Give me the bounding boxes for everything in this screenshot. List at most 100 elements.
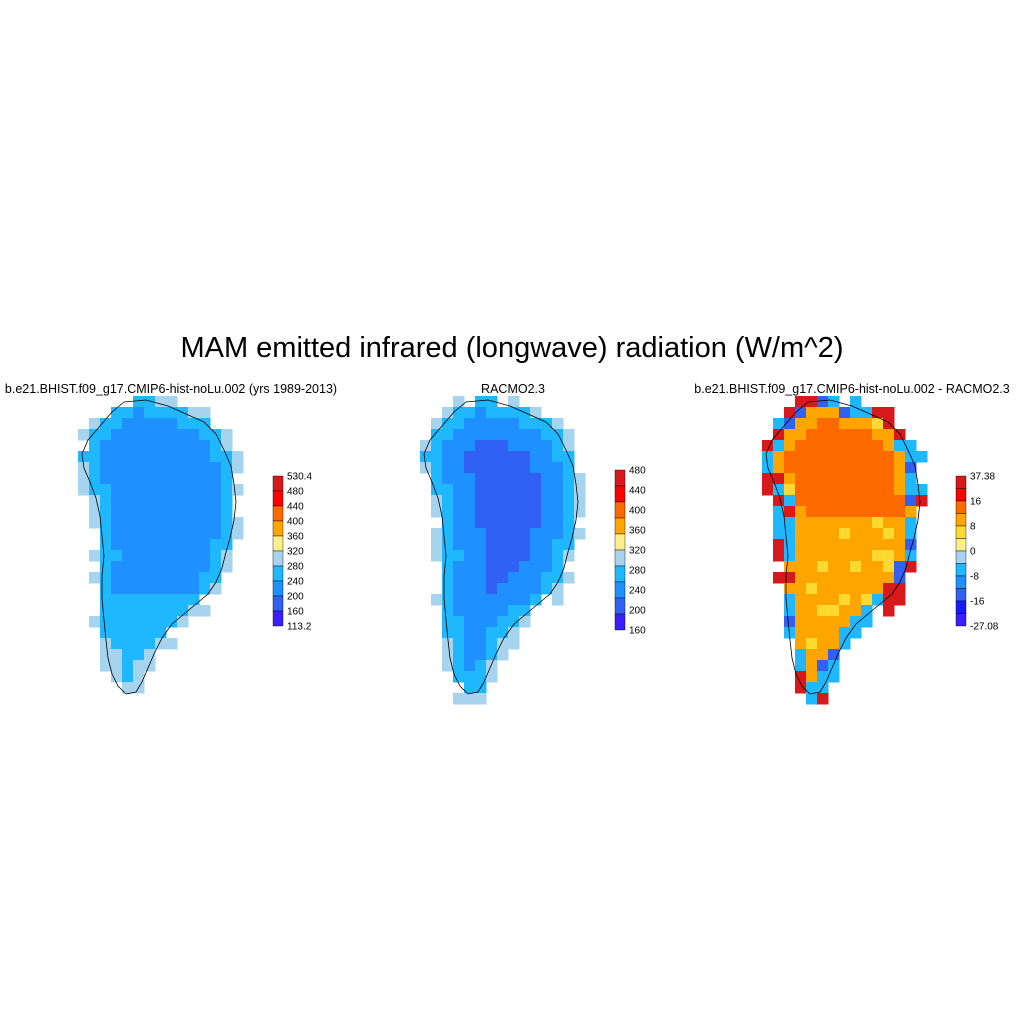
panel-2-title: RACMO2.3 (481, 382, 545, 396)
map-2-cell (453, 418, 465, 430)
map-3-cell (828, 671, 840, 683)
map-3-cell (817, 583, 829, 595)
map-2-cell (453, 638, 465, 650)
map-2-cell (530, 506, 542, 518)
map-2-cell (530, 484, 542, 496)
map-2-cell (574, 506, 586, 518)
map-3-cell (828, 638, 840, 650)
map-3-cell (872, 407, 884, 419)
map-3-cell (905, 517, 917, 529)
map-2-cell (442, 517, 454, 529)
map-2-cell (486, 627, 498, 639)
map-3-cell (850, 539, 862, 551)
map-3-cell (795, 616, 807, 628)
map-1-cell (199, 451, 211, 463)
map-1-cell (221, 473, 233, 485)
map-3-cell (817, 550, 829, 562)
map-1-cell (133, 627, 145, 639)
map-1-cell (122, 627, 134, 639)
map-1-cell (133, 583, 145, 595)
map-1-cell (199, 561, 211, 573)
map-1-cell (166, 407, 178, 419)
map-3-cell (784, 616, 796, 628)
map-1-cell (177, 462, 189, 474)
map-3-cell (883, 572, 895, 584)
map-3-cell (850, 572, 862, 584)
map-2-cell (453, 649, 465, 661)
map-2-cell (508, 396, 520, 408)
colorbar-segment (614, 485, 626, 503)
map-1-cell (166, 396, 178, 408)
map-3-cell (795, 583, 807, 595)
map-1-cell (100, 627, 112, 639)
map-3-cell (773, 539, 785, 551)
map-1-cell (166, 462, 178, 474)
map-3-cell (795, 473, 807, 485)
map-2-cell (486, 429, 498, 441)
map-1-cell (133, 473, 145, 485)
map-3-cell (817, 539, 829, 551)
map-2-cell (464, 594, 476, 606)
map-3-cell (795, 451, 807, 463)
map-2-cell (475, 517, 487, 529)
colorbar-segment (272, 535, 284, 552)
map-2-cell (574, 495, 586, 507)
colorbar-tick-label: 440 (629, 486, 646, 497)
map-3-cell (828, 649, 840, 661)
map-3-cell (795, 528, 807, 540)
map-3-cell (784, 407, 796, 419)
panel-3-map (762, 396, 928, 705)
map-2-cell (552, 462, 564, 474)
map-2-cell (552, 473, 564, 485)
map-3-cell (817, 484, 829, 496)
map-3-cell (872, 506, 884, 518)
map-3-cell (883, 583, 895, 595)
map-1-cell (100, 462, 112, 474)
map-2-cell (442, 539, 454, 551)
map-2-cell (541, 429, 553, 441)
map-3-cell (828, 583, 840, 595)
map-3-cell (762, 484, 774, 496)
map-1-cell (210, 517, 222, 529)
map-1-cell (155, 627, 167, 639)
map-3-cell (795, 462, 807, 474)
map-1-cell (133, 671, 145, 683)
map-3-cell (806, 627, 818, 639)
map-1-cell (89, 616, 101, 628)
map-1-cell (155, 572, 167, 584)
map-1-cell (111, 572, 123, 584)
map-1-cell (177, 539, 189, 551)
map-2-cell (530, 594, 542, 606)
map-2-cell (519, 605, 531, 617)
map-3-cell (795, 572, 807, 584)
map-3-cell (883, 484, 895, 496)
map-2-cell (574, 484, 586, 496)
map-2-cell (464, 539, 476, 551)
map-3-cell (861, 605, 873, 617)
colorbar-segment (614, 469, 626, 487)
map-2-cell (442, 462, 454, 474)
map-3-cell (905, 462, 917, 474)
map-1-cell (221, 495, 233, 507)
map-3-cell (839, 572, 851, 584)
colorbar-segment (614, 597, 626, 615)
map-1-cell (177, 440, 189, 452)
colorbar-tick-label: 16 (970, 497, 982, 508)
map-2-cell (486, 583, 498, 595)
map-3-cell (905, 506, 917, 518)
map-3-cell (905, 561, 917, 573)
map-1-cell (188, 528, 200, 540)
map-2-cell (508, 440, 520, 452)
map-3-cell (784, 594, 796, 606)
map-3-cell (828, 451, 840, 463)
map-1-cell (122, 594, 134, 606)
map-1-cell (122, 506, 134, 518)
map-3-cell (850, 407, 862, 419)
map-2-cell (475, 583, 487, 595)
map-1-cell (111, 440, 123, 452)
map-1-cell (232, 462, 244, 474)
map-1-cell (155, 462, 167, 474)
map-2-cell (563, 440, 575, 452)
map-3-cell (817, 440, 829, 452)
map-2-cell (464, 451, 476, 463)
